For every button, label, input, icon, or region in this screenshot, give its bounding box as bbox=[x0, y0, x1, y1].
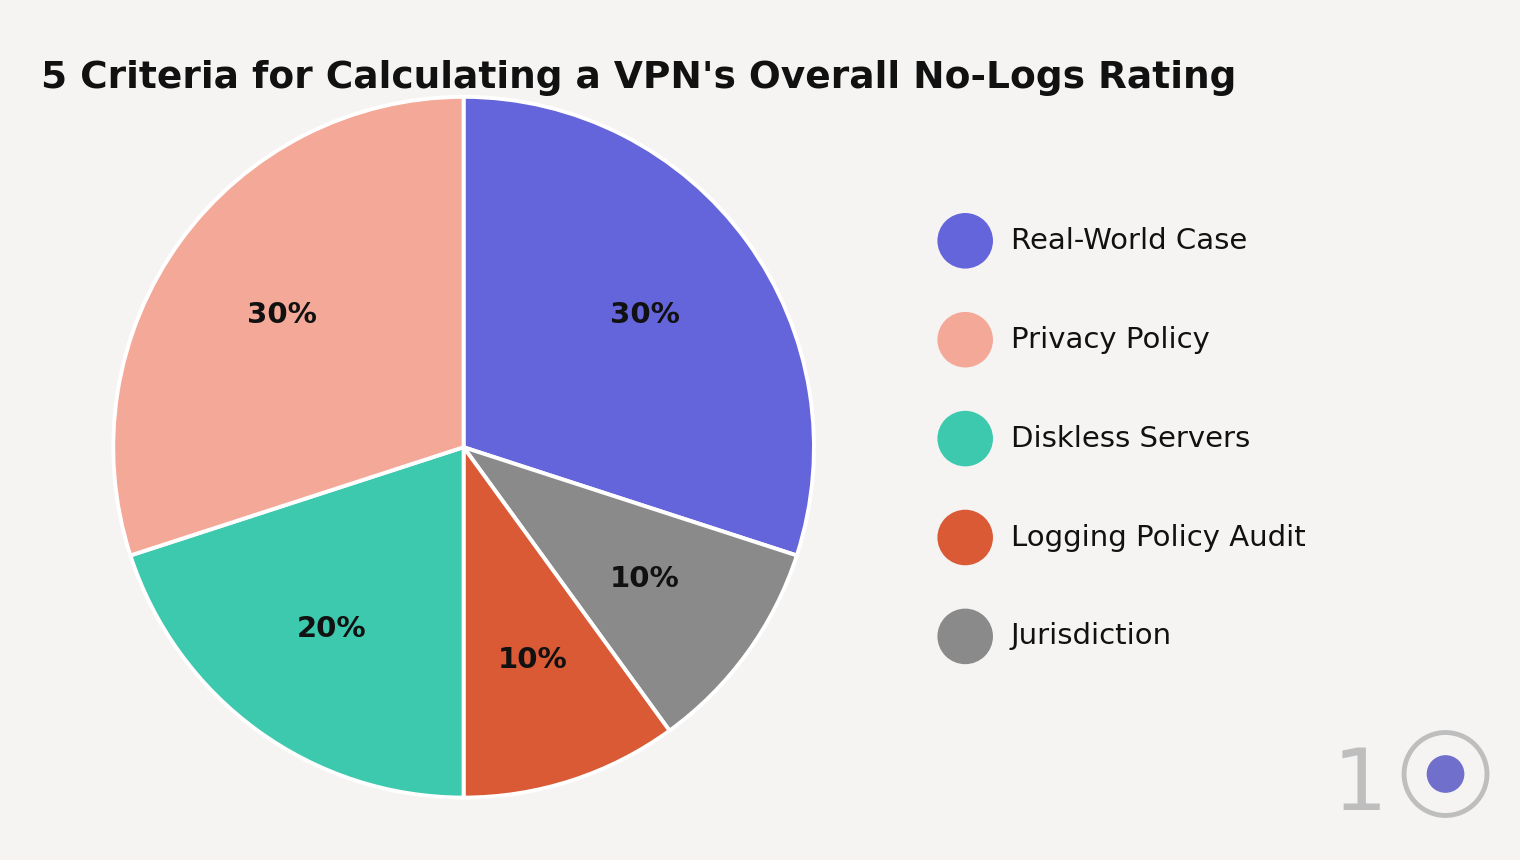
Wedge shape bbox=[112, 97, 464, 556]
Circle shape bbox=[938, 411, 993, 466]
Text: Privacy Policy: Privacy Policy bbox=[1011, 326, 1210, 353]
Text: Real-World Case: Real-World Case bbox=[1011, 227, 1246, 255]
Text: Logging Policy Audit: Logging Policy Audit bbox=[1011, 524, 1306, 551]
Circle shape bbox=[938, 213, 993, 268]
Wedge shape bbox=[131, 447, 464, 797]
Text: 30%: 30% bbox=[248, 301, 318, 329]
Circle shape bbox=[1427, 755, 1464, 793]
Text: 1: 1 bbox=[1333, 746, 1388, 828]
Circle shape bbox=[938, 609, 993, 664]
Wedge shape bbox=[464, 447, 669, 797]
Text: 5 Criteria for Calculating a VPN's Overall No-Logs Rating: 5 Criteria for Calculating a VPN's Overa… bbox=[41, 60, 1236, 96]
Text: 10%: 10% bbox=[610, 565, 679, 593]
Text: 10%: 10% bbox=[499, 647, 568, 674]
Text: Jurisdiction: Jurisdiction bbox=[1011, 623, 1172, 650]
Wedge shape bbox=[464, 447, 796, 731]
Circle shape bbox=[938, 510, 993, 565]
Wedge shape bbox=[464, 97, 815, 556]
Text: 20%: 20% bbox=[296, 615, 366, 642]
Circle shape bbox=[938, 312, 993, 367]
Text: 30%: 30% bbox=[610, 301, 679, 329]
Text: Diskless Servers: Diskless Servers bbox=[1011, 425, 1249, 452]
